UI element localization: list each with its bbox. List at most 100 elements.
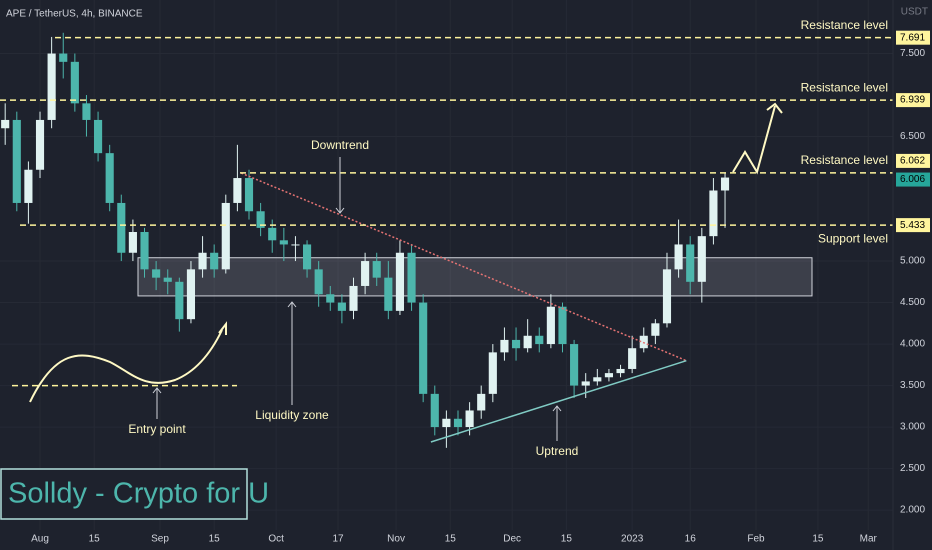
- candle-body: [720, 177, 730, 191]
- candle-body: [35, 119, 45, 170]
- x-tick-label: 2023: [621, 534, 644, 545]
- candle-body: [94, 119, 103, 154]
- candle-body: [24, 169, 33, 203]
- candle-body: [186, 269, 196, 320]
- level-label: Support level: [818, 231, 888, 245]
- candle-body: [407, 252, 416, 303]
- y-tick-label: 3.500: [900, 380, 925, 391]
- y-tick-label: 4.000: [900, 339, 925, 350]
- candle-body: [117, 202, 126, 253]
- watermark: Solldy - Crypto for U: [8, 478, 269, 510]
- candle-body: [163, 277, 172, 282]
- candle-body: [453, 418, 463, 428]
- x-tick-label: 15: [812, 534, 824, 545]
- candle-body: [709, 190, 718, 237]
- price-label: 6.939: [900, 95, 925, 106]
- candle-body: [244, 178, 254, 212]
- candle-body: [256, 211, 265, 228]
- x-tick-label: 17: [332, 534, 344, 545]
- x-tick-label: Sep: [151, 534, 169, 545]
- candle-body: [349, 285, 358, 311]
- annotation: Liquidity zone: [255, 408, 329, 422]
- annotation: Uptrend: [536, 444, 579, 458]
- price-label: 7.691: [900, 32, 925, 43]
- candle-body: [442, 418, 451, 428]
- watermark-box: [0, 468, 248, 520]
- y-tick-label: 7.500: [900, 48, 925, 59]
- candle-body: [581, 381, 590, 386]
- uptrend-line: [430, 359, 687, 443]
- candle-body: [128, 232, 137, 253]
- price-label-box: [896, 153, 930, 168]
- candle-body: [140, 232, 149, 270]
- candle-body: [616, 368, 625, 374]
- candle-body: [523, 335, 532, 349]
- candle-body: [558, 306, 567, 345]
- x-tick-label: Oct: [268, 534, 284, 545]
- candle-body: [395, 252, 405, 311]
- candle-body: [570, 344, 579, 386]
- liquidity-zone: [137, 257, 813, 297]
- candle-body: [430, 393, 439, 428]
- candle-body: [651, 323, 660, 336]
- x-tick-label: Mar: [860, 534, 878, 545]
- annotation-arrowhead: [287, 301, 297, 308]
- x-tick-label: Feb: [747, 534, 765, 545]
- annotation-arrowhead: [152, 387, 162, 394]
- level-label: Resistance level: [801, 153, 888, 167]
- candle-body: [419, 302, 428, 394]
- candle-body: [604, 373, 613, 378]
- downtrend-line: [240, 172, 687, 362]
- candle-body: [546, 306, 555, 345]
- candle-body: [593, 377, 602, 382]
- annotation-arrowhead: [552, 405, 562, 412]
- curve-arrowhead: [218, 321, 227, 335]
- price-label-box: [896, 30, 930, 45]
- annotation: Entry point: [128, 422, 186, 436]
- level-label: Resistance level: [801, 18, 888, 32]
- x-tick-label: 15: [445, 534, 457, 545]
- price-label: 6.062: [900, 156, 925, 167]
- chart-title: APE / TetherUS, 4h, BINANCE: [6, 9, 143, 20]
- candle-body: [210, 252, 219, 270]
- candle-body: [628, 348, 637, 369]
- annotation: Downtrend: [311, 138, 369, 152]
- price-label-box: [896, 218, 930, 233]
- candle-body: [372, 261, 381, 278]
- x-tick-label: 16: [685, 534, 697, 545]
- candle-body: [1, 119, 10, 129]
- candle-body: [233, 178, 242, 203]
- currency: USDT: [901, 7, 928, 18]
- candle-body: [314, 269, 323, 295]
- y-tick-label: 3.000: [900, 422, 925, 433]
- level-label: Resistance level: [801, 80, 888, 94]
- x-tick-label: 15: [561, 534, 573, 545]
- candle-body: [302, 244, 312, 270]
- candle-body: [500, 339, 509, 353]
- y-tick-label: 6.500: [900, 131, 925, 142]
- candle-body: [477, 393, 486, 411]
- x-tick-label: 15: [89, 534, 101, 545]
- candle-body: [465, 410, 474, 428]
- candle-body: [82, 103, 91, 120]
- x-tick-label: Aug: [31, 534, 49, 545]
- candle-body: [662, 269, 672, 324]
- candle-body: [337, 302, 346, 311]
- y-tick-label: 5.000: [900, 256, 925, 267]
- candle-body: [361, 261, 370, 286]
- candle-body: [221, 202, 230, 270]
- plot-area: Resistance level Resistance level Resistan…: [0, 17, 893, 459]
- x-tick-label: Dec: [503, 534, 521, 545]
- price-label-box: [896, 93, 930, 108]
- candle-body: [384, 277, 393, 311]
- projection-arrow: [732, 105, 776, 175]
- x-tick-label: 15: [209, 534, 221, 545]
- candle-body: [175, 281, 184, 320]
- last-price-label: 6.006: [900, 174, 925, 185]
- candle-body: [47, 53, 56, 120]
- y-tick-label: 2.500: [900, 463, 925, 474]
- x-tick-label: Nov: [387, 534, 405, 545]
- y-tick-label: 2.000: [900, 505, 925, 516]
- candle-body: [511, 339, 521, 349]
